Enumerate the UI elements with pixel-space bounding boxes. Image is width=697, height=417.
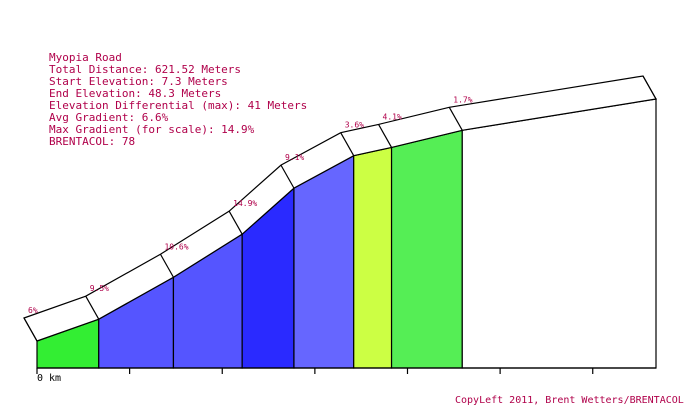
segment-fill xyxy=(353,146,393,369)
gradient-label: 6% xyxy=(28,306,38,315)
info-block: Myopia Road Total Distance: 621.52 Meter… xyxy=(49,51,307,148)
road-band-divider xyxy=(85,295,100,320)
max-gradient: Max Gradient (for scale): 14.9% xyxy=(49,123,255,136)
elevation-differential: Elevation Differential (max): 41 Meters xyxy=(49,99,307,112)
segment-fill xyxy=(390,129,463,369)
road-band-divider xyxy=(378,124,393,148)
brentacol-score: BRENTACOL: 78 xyxy=(49,135,135,148)
segment-fill xyxy=(461,98,657,369)
axis-start-label: 0 km xyxy=(37,373,61,384)
gradient-label: 14.9% xyxy=(233,199,257,208)
road-band xyxy=(23,75,657,342)
road-band-divider xyxy=(448,106,463,131)
total-distance: Total Distance: 621.52 Meters xyxy=(49,63,241,76)
gradient-labels: 6% 9.5% 10.6% 14.9% 9.1% 3.6% 4.1% 1.7% xyxy=(28,95,473,315)
gradient-label: 1.7% xyxy=(453,95,472,104)
gradient-label: 3.6% xyxy=(345,121,364,130)
gradient-label: 9.5% xyxy=(90,284,109,293)
gradient-label: 9.1% xyxy=(285,153,304,162)
copyleft-credit: CopyLeft 2011, Brent Wetters/BRENTACOL xyxy=(455,395,684,406)
road-band-divider xyxy=(340,132,355,156)
route-name: Myopia Road xyxy=(49,51,122,64)
avg-gradient: Avg Gradient: 6.6% xyxy=(49,111,169,124)
road-band-divider xyxy=(280,164,295,189)
segment-fill xyxy=(293,154,355,369)
road-band-divider xyxy=(159,253,174,278)
road-band-divider xyxy=(228,210,243,235)
gradient-label: 4.1% xyxy=(383,112,402,121)
road-band-divider xyxy=(642,75,657,100)
distance-axis xyxy=(36,367,656,374)
start-elevation: Start Elevation: 7.3 Meters xyxy=(49,75,228,88)
end-elevation: End Elevation: 48.3 Meters xyxy=(49,87,221,100)
road-band-divider xyxy=(23,317,38,342)
gradient-label: 10.6% xyxy=(164,242,188,251)
